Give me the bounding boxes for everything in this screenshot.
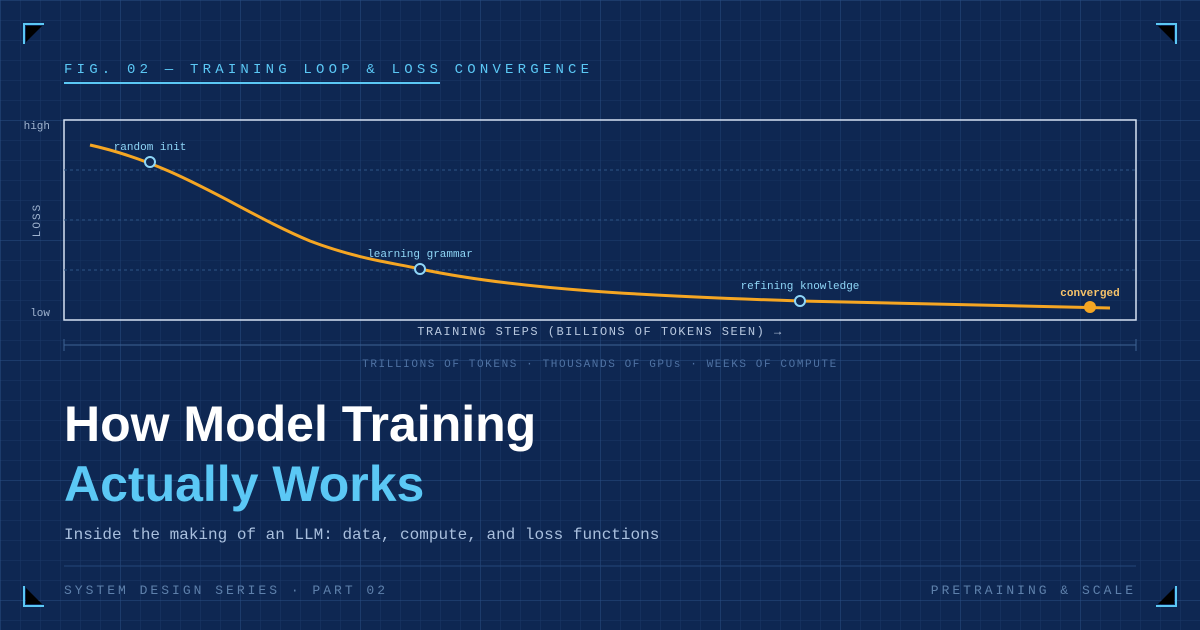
subtitle: Inside the making of an LLM: data, compu… xyxy=(64,526,659,544)
annotation: refining knowledge xyxy=(741,281,860,293)
footer-right: PRETRAINING & SCALE xyxy=(931,583,1136,598)
title-line-2: Actually Works xyxy=(64,456,424,512)
chart-guides xyxy=(64,169,1136,271)
loss-curve xyxy=(89,143,1111,310)
footer-left: SYSTEM DESIGN SERIES · PART 02 xyxy=(64,583,388,598)
milestones xyxy=(144,156,806,307)
title-line-1: How Model Training xyxy=(64,396,536,452)
annotation: random init xyxy=(114,142,187,154)
annotation: converged xyxy=(1060,288,1119,300)
corner-brackets xyxy=(23,23,1177,607)
y-high-label: high xyxy=(24,121,50,133)
converged-point xyxy=(1084,301,1096,313)
annotation: learning grammar xyxy=(367,249,473,261)
span-bracket xyxy=(63,339,1137,351)
y-low-label: low xyxy=(30,308,50,320)
y-axis-label: LOSS xyxy=(32,203,44,237)
figure-label: FIG. 02 — TRAINING LOOP & LOSS CONVERGEN… xyxy=(64,62,593,78)
x-axis-label: TRAINING STEPS (BILLIONS OF TOKENS SEEN)… xyxy=(417,325,782,339)
chart-footnote: TRILLIONS OF TOKENS · THOUSANDS OF GPUs … xyxy=(362,359,838,371)
